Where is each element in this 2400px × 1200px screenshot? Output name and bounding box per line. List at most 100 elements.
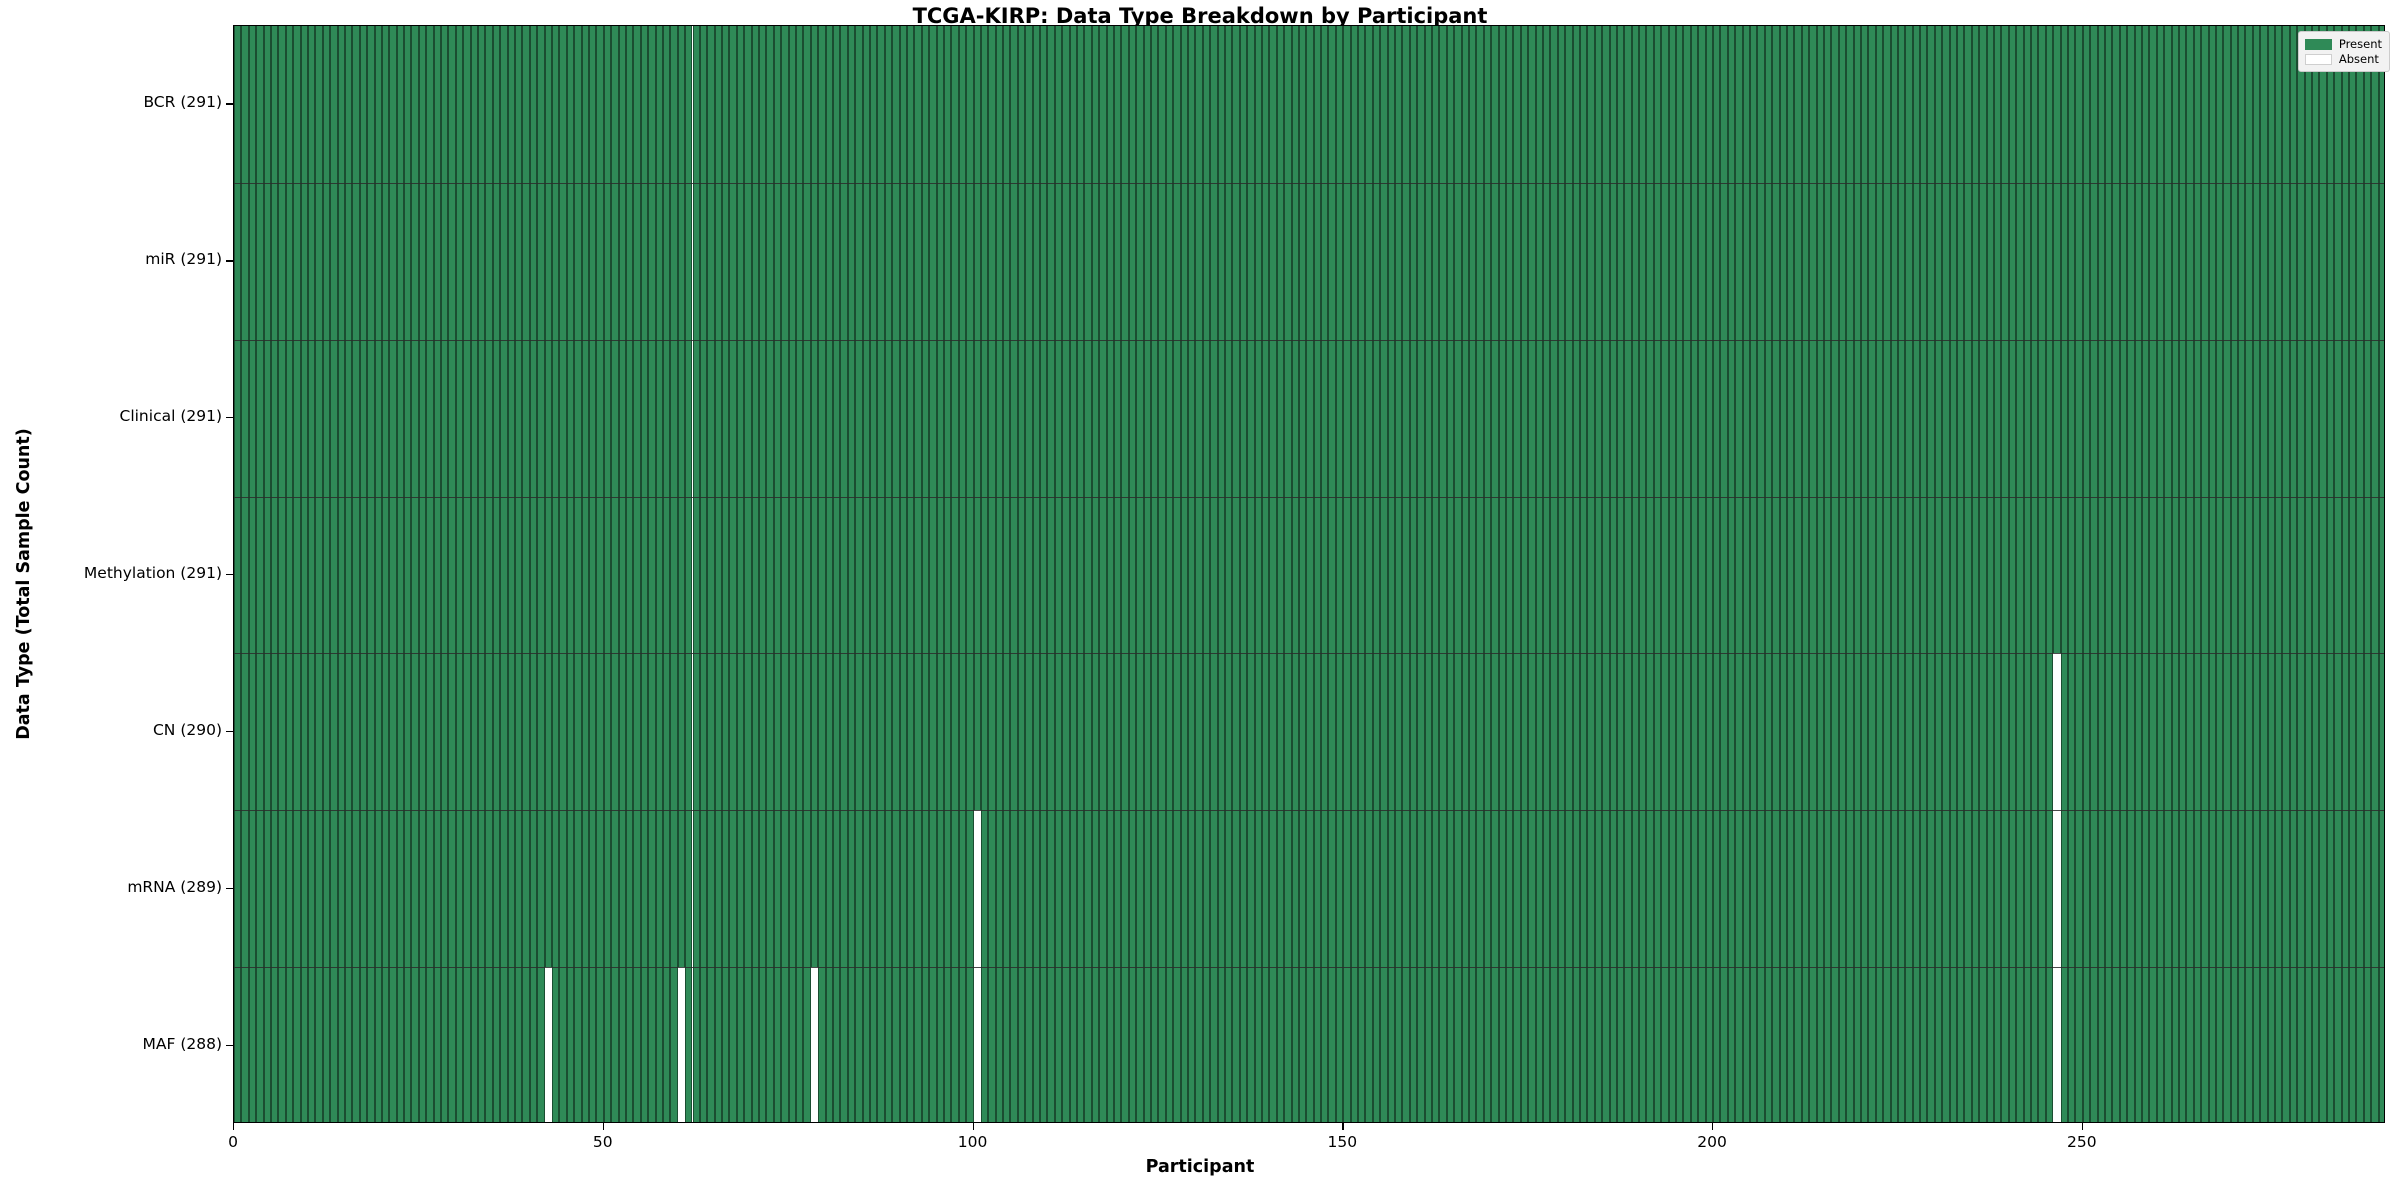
heatmap-cell-present — [2223, 339, 2231, 497]
heatmap-cell-present — [1409, 496, 1418, 654]
heatmap-cell-present — [1742, 339, 1750, 497]
heatmap-cell-present — [648, 182, 656, 340]
heatmap-cell-present — [2008, 26, 2017, 183]
heatmap-cell-present — [1979, 496, 1987, 654]
heatmap-cell-present — [2363, 810, 2372, 968]
heatmap-cell-present — [1432, 182, 1440, 340]
heatmap-cell-present — [1661, 653, 1669, 811]
heatmap-cell-present — [2319, 810, 2327, 968]
heatmap-cell-present — [2090, 339, 2098, 497]
heatmap-cell-present — [1897, 967, 1906, 1122]
heatmap-cell-present — [1520, 653, 1529, 811]
heatmap-cell-present — [1786, 26, 1795, 183]
heatmap-cell-present — [278, 339, 286, 497]
heatmap-cell-present — [1291, 653, 1299, 811]
heatmap-cell-present — [1461, 182, 1469, 340]
heatmap-cell-present — [1727, 967, 1736, 1122]
heatmap-cell-present — [1653, 182, 1662, 340]
heatmap-cell-present — [1920, 182, 1928, 340]
heatmap-cell-present — [1557, 496, 1566, 654]
heatmap-cell-present — [315, 26, 323, 183]
heatmap-cell-present — [1195, 339, 1203, 497]
heatmap-cell-present — [596, 26, 604, 183]
heatmap-cell-present — [2045, 496, 2054, 654]
heatmap-cell-present — [899, 26, 907, 183]
heatmap-cell-present — [1232, 967, 1240, 1122]
heatmap-cell-present — [1210, 496, 1218, 654]
heatmap-cell-present — [2341, 967, 2350, 1122]
heatmap-cell-present — [1920, 496, 1928, 654]
heatmap-cell-present — [1247, 182, 1255, 340]
heatmap-cell-present — [1350, 182, 1359, 340]
heatmap-cell-present — [1631, 182, 1640, 340]
heatmap-cell-present — [1099, 653, 1107, 811]
heatmap-cell-present — [507, 653, 515, 811]
heatmap-cell-present — [1750, 810, 1758, 968]
heatmap-cell-present — [625, 26, 634, 183]
heatmap-cell-present — [766, 653, 774, 811]
heatmap-cell-present — [1468, 339, 1477, 497]
heatmap-cell-present — [862, 182, 870, 340]
heatmap-cell-present — [1454, 339, 1462, 497]
heatmap-cell-present — [492, 182, 501, 340]
heatmap-cell-present — [1868, 810, 1876, 968]
y-axis-tick-mark — [226, 260, 233, 262]
heatmap-cell-present — [2252, 967, 2261, 1122]
heatmap-cell-present — [943, 810, 952, 968]
heatmap-cell-present — [1254, 26, 1262, 183]
heatmap-cell-present — [2016, 182, 2024, 340]
heatmap-cell-present — [1032, 339, 1041, 497]
heatmap-cell-present — [2186, 182, 2194, 340]
heatmap-cell-present — [507, 810, 515, 968]
heatmap-cell-present — [1513, 339, 1521, 497]
heatmap-cell-present — [869, 967, 878, 1122]
heatmap-cell-present — [773, 653, 782, 811]
x-axis-tick-mark — [1712, 1123, 1714, 1130]
heatmap-cell-present — [1557, 967, 1566, 1122]
heatmap-cell-present — [588, 339, 597, 497]
heatmap-cell-present — [625, 496, 634, 654]
heatmap-cell-present — [1439, 810, 1447, 968]
heatmap-cell-present — [588, 653, 597, 811]
heatmap-cell-present — [1017, 810, 1026, 968]
heatmap-cell-present — [1402, 496, 1410, 654]
heatmap-cell-present — [1786, 182, 1795, 340]
heatmap-cell-present — [1942, 26, 1950, 183]
heatmap-cell-present — [1321, 26, 1329, 183]
heatmap-cell-present — [256, 182, 264, 340]
heatmap-cell-present — [1439, 967, 1447, 1122]
heatmap-cell-present — [640, 182, 649, 340]
heatmap-cell-present — [1971, 339, 1980, 497]
heatmap-cell-present — [374, 967, 382, 1122]
heatmap-cell-present — [492, 810, 501, 968]
heatmap-cell-present — [2319, 496, 2327, 654]
heatmap-cell-present — [1143, 653, 1151, 811]
heatmap-cell-present — [344, 810, 353, 968]
heatmap-cell-present — [1513, 810, 1521, 968]
heatmap-cell-present — [426, 653, 434, 811]
heatmap-cell-present — [2156, 810, 2165, 968]
heatmap-cell-present — [1609, 496, 1617, 654]
heatmap-cell-present — [1986, 967, 1995, 1122]
heatmap-cell-present — [2082, 967, 2091, 1122]
heatmap-cell-present — [1565, 967, 1573, 1122]
heatmap-cell-present — [2141, 496, 2150, 654]
heatmap-cell-present — [2201, 496, 2209, 654]
heatmap-cell-present — [1823, 653, 1832, 811]
heatmap-cell-present — [1483, 653, 1492, 811]
heatmap-cell-present — [914, 182, 922, 340]
heatmap-cell-present — [1365, 653, 1373, 811]
heatmap-cell-present — [485, 653, 493, 811]
heatmap-cell-present — [566, 810, 575, 968]
heatmap-cell-present — [359, 496, 368, 654]
heatmap-cell-present — [1343, 339, 1351, 497]
heatmap-cell-present — [662, 339, 671, 497]
heatmap-cell-present — [1883, 653, 1891, 811]
heatmap-cell-present — [1335, 182, 1344, 340]
heatmap-cell-present — [603, 810, 612, 968]
heatmap-cell-present — [2016, 496, 2024, 654]
heatmap-cell-present — [1875, 653, 1884, 811]
heatmap-cell-present — [722, 967, 730, 1122]
heatmap-cell-present — [1173, 339, 1181, 497]
heatmap-cell-present — [1003, 967, 1011, 1122]
